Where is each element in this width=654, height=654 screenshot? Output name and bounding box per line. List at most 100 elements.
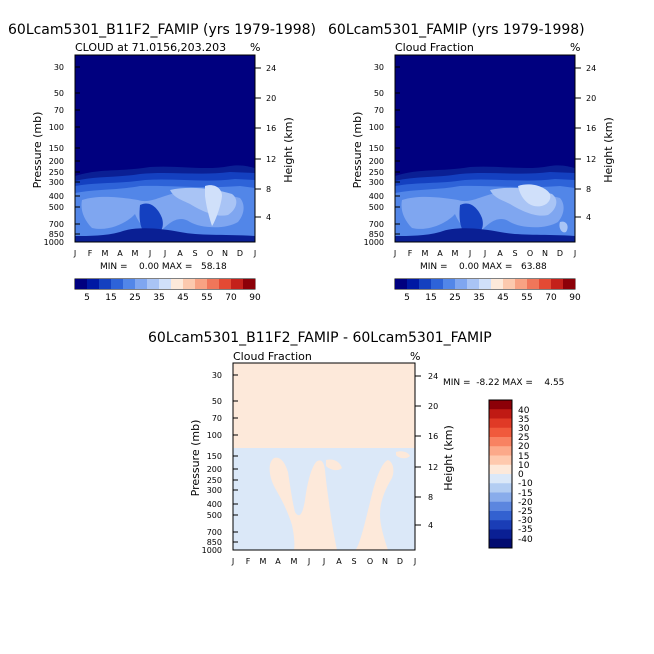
- panel-2-height-tickmarks: [575, 67, 581, 218]
- panel-3-colorbar-cell-7: [489, 464, 512, 475]
- panel-1-month-4: M: [132, 249, 139, 258]
- panel-1-cb-55: 55: [201, 293, 212, 303]
- panel-2-month-9: O: [527, 249, 533, 258]
- panel-2-cb-90: 90: [569, 293, 581, 303]
- panel-1-month-7: A: [177, 249, 183, 258]
- panel-3-cb-35: 35: [518, 415, 529, 425]
- panel-3-cb-20: 20: [518, 442, 530, 452]
- panel-2-h-20: 20: [586, 94, 596, 103]
- panel-1-p-500: 500: [49, 203, 64, 212]
- panel-3-colorbar-frame: [488, 399, 513, 549]
- panel-3-cb-15: 15: [518, 452, 529, 462]
- panel-2-cb-45: 45: [497, 293, 508, 303]
- panel-2-colorbar-cell-11: [527, 279, 540, 289]
- panel-1-colorbar-cell-12: [219, 279, 232, 289]
- panel-3-colorbar-cell-10: [489, 492, 512, 503]
- panel-1-month-0: J: [73, 249, 76, 258]
- panel-2-ylabel-right: Height (km): [602, 117, 615, 183]
- panel-1-month-1: F: [88, 249, 93, 258]
- panel-3-month-10: N: [382, 557, 388, 566]
- panel-1-p-150: 150: [49, 144, 64, 153]
- panel-2-month-7: A: [497, 249, 503, 258]
- panel-3-cb-25: 25: [518, 433, 529, 443]
- panel-1-month-6: J: [163, 249, 166, 258]
- panel-1-minmax: MIN = 0.00 MAX = 58.18: [100, 262, 227, 272]
- panel-1-h-12: 12: [266, 155, 276, 164]
- panel-2-p-30: 30: [374, 63, 384, 72]
- panel-3-ylabel-right: Height (km): [442, 425, 455, 491]
- panel-2-p-150: 150: [369, 144, 384, 153]
- panel-2-colorbar-cell-3: [431, 279, 444, 289]
- panel-1-colorbar-cell-2: [99, 279, 112, 289]
- panel-1-p-70: 70: [54, 106, 64, 115]
- panel-1-cb-35: 35: [153, 293, 164, 303]
- panel-3-minmax: MIN = -8.22 MAX = 4.55: [443, 378, 564, 388]
- panel-3-month-12: J: [413, 557, 416, 566]
- panel-2-cb-55: 55: [521, 293, 532, 303]
- panel-1-p-30: 30: [54, 63, 64, 72]
- panel-2-h-12: 12: [586, 155, 596, 164]
- panel-3-p-500: 500: [207, 511, 222, 520]
- panel-2-cb-35: 35: [473, 293, 484, 303]
- panel-2-cb-5: 5: [404, 293, 410, 303]
- panel-3-height-tickmarks: [415, 375, 421, 526]
- panel-1-month-2: M: [102, 249, 109, 258]
- panel-1-cb-45: 45: [177, 293, 188, 303]
- panel-3-colorbar-cell-11: [489, 501, 512, 512]
- panel-3-colorbar-cell-13: [489, 520, 512, 530]
- panel-2-contour-level-10: [559, 221, 568, 233]
- panel-2-h-8: 8: [586, 185, 591, 194]
- panel-2-colorbar-cell-8: [491, 279, 504, 289]
- panel-3-height-axis: 24 20 16 12 8 4: [428, 372, 438, 530]
- panel-1: 60Lcam5301_B11F2_FAMIP (yrs 1979-1998) C…: [8, 22, 316, 303]
- panel-2-colorbar-cell-0: [395, 279, 408, 289]
- panel-2-colorbar-cell-13: [551, 279, 564, 289]
- panel-3-cb-10: 10: [518, 461, 530, 471]
- panel-3-month-2: M: [260, 557, 267, 566]
- panel-2-p-250: 250: [369, 168, 384, 177]
- panel-3-p-700: 700: [207, 528, 222, 537]
- panel-2-units: %: [570, 41, 580, 54]
- panel-3-cb-0: 0: [518, 470, 524, 480]
- panel-3-p-50: 50: [212, 397, 222, 406]
- panel-2-title: 60Lcam5301_FAMIP (yrs 1979-1998): [328, 22, 585, 38]
- panel-1-subtitle: CLOUD at 71.0156,203.203: [75, 41, 226, 54]
- panel-1-h-4: 4: [266, 213, 271, 222]
- panel-3-month-1: F: [246, 557, 251, 566]
- panel-3-month-8: S: [351, 557, 356, 566]
- panel-1-p-850: 850: [49, 230, 64, 239]
- panel-3-colorbar-cell-8: [489, 474, 512, 484]
- panel-3-colorbar-cell-15: [489, 538, 512, 549]
- panel-1-height-tickmarks: [255, 67, 261, 218]
- panel-3-p-200: 200: [207, 465, 222, 474]
- panel-1-cb-15: 15: [105, 293, 116, 303]
- panel-1-h-8: 8: [266, 185, 271, 194]
- panel-3-colorbar-cell-6: [489, 455, 512, 466]
- panel-2-colorbar-cell-12: [539, 279, 552, 289]
- panel-2-minmax: MIN = 0.00 MAX = 63.88: [420, 262, 547, 272]
- panel-3-p-400: 400: [207, 500, 222, 509]
- panel-1-colorbar-cell-13: [231, 279, 244, 289]
- panel-2-month-5: J: [468, 249, 471, 258]
- panel-2-month-3: A: [437, 249, 443, 258]
- panel-1-month-axis: J F M A M J J A S O N D J: [73, 249, 256, 258]
- panel-2-contour-level-8: [459, 203, 483, 236]
- panel-2-colorbar-cell-14: [563, 279, 576, 289]
- panel-2-cb-15: 15: [425, 293, 436, 303]
- panel-2-height-axis: 24 20 16 12 8 4: [586, 64, 596, 222]
- panel-3-cb-30: 30: [518, 424, 530, 434]
- panel-3-month-0: J: [231, 557, 234, 566]
- panel-1-p-100: 100: [49, 123, 64, 132]
- panel-3-p-250: 250: [207, 476, 222, 485]
- panel-1-p-300: 300: [49, 178, 64, 187]
- panel-1-colorbar-cell-7: [159, 279, 172, 289]
- panel-2-h-24: 24: [586, 64, 596, 73]
- panel-1-colorbar-cell-5: [135, 279, 148, 289]
- panel-1-cb-5: 5: [84, 293, 90, 303]
- panel-3-colorbar-cell-0: [489, 400, 512, 410]
- panel-1-p-200: 200: [49, 157, 64, 166]
- panel-1-height-axis: 24 20 16 12 8 4: [266, 64, 276, 222]
- panel-3-cb-minus30: -30: [518, 516, 533, 526]
- panel-1-colorbar-cell-11: [207, 279, 220, 289]
- panel-3-cb-minus25: -25: [518, 507, 533, 517]
